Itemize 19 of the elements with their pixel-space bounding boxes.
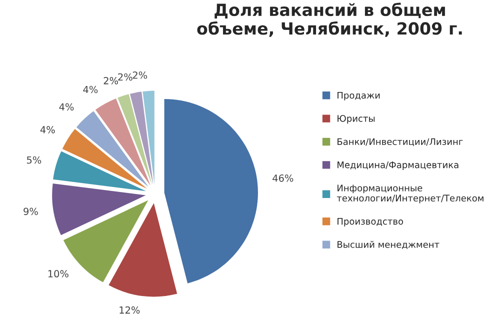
data-label: 2% <box>132 71 148 79</box>
data-label: 12% <box>120 306 140 314</box>
data-label: 4% <box>40 126 55 134</box>
chart-title: Доля вакансий в общем объеме, Челябинск, 2009 г. <box>197 2 462 37</box>
legend-label: Юристы <box>338 115 375 124</box>
legend-label: Высший менеджмент <box>338 240 440 249</box>
legend-label: Информационные технологии/Интернет/Телеком <box>336 184 484 204</box>
data-label: 4% <box>83 86 98 94</box>
data-label: 4% <box>59 103 74 111</box>
data-label: 9% <box>24 208 38 216</box>
legend-label: Медицина/Фармацевтика <box>338 162 458 170</box>
data-label: 5% <box>26 156 42 164</box>
data-label: 2% <box>104 77 118 84</box>
data-label: 2% <box>118 73 132 81</box>
legend-label: Банки/Инвестиции/Лизинг <box>338 138 463 146</box>
legend-label: Производство <box>338 218 404 226</box>
data-label: 10% <box>48 270 68 278</box>
legend-label: Продажи <box>338 92 380 100</box>
data-label: 46% <box>272 174 294 182</box>
